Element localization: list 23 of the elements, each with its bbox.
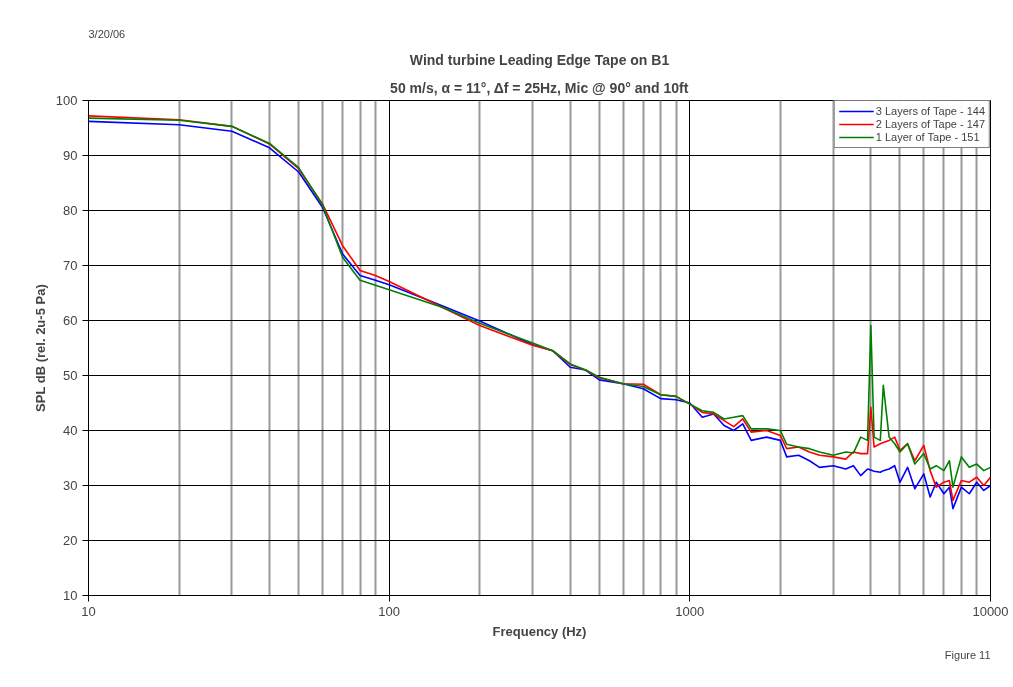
x-tick-label: 10: [81, 603, 96, 619]
y-tick-label: 80: [63, 203, 78, 218]
legend-label: 2 Layers of Tape - 147: [875, 118, 985, 130]
y-tick-label: 100: [55, 93, 78, 108]
x-tick-label: 1000: [675, 603, 705, 619]
y-tick-label: 20: [63, 533, 78, 548]
y-tick-label: 50: [63, 368, 78, 383]
text: 3/20/06: [88, 27, 126, 40]
legend-label: 1 Layer of Tape - 151: [875, 131, 980, 143]
x-tick-label: 100: [378, 603, 401, 619]
chart-subtitle: 50 m/s, α = 11°, Δf = 25Hz, Mic @ 90° and 10ft: [390, 79, 689, 96]
y-axis-title: SPL dB (rel. 2u-5 Pa): [32, 284, 48, 412]
y-tick-label: 70: [63, 258, 78, 273]
chart-title: Wind turbine Leading Edge Tape on B1: [409, 51, 670, 68]
y-tick-label: 30: [63, 478, 78, 493]
x-axis-title: Frequency (Hz): [492, 623, 587, 639]
y-tick-label: 10: [63, 588, 78, 603]
y-tick-label: 90: [63, 148, 78, 163]
y-tick-label: 60: [63, 313, 78, 328]
y-tick-label: 40: [63, 423, 78, 438]
x-tick-label: 10000: [972, 603, 1009, 619]
legend-label: 3 Layers of Tape - 144: [875, 105, 985, 117]
caption: Figure 11: [944, 648, 991, 661]
